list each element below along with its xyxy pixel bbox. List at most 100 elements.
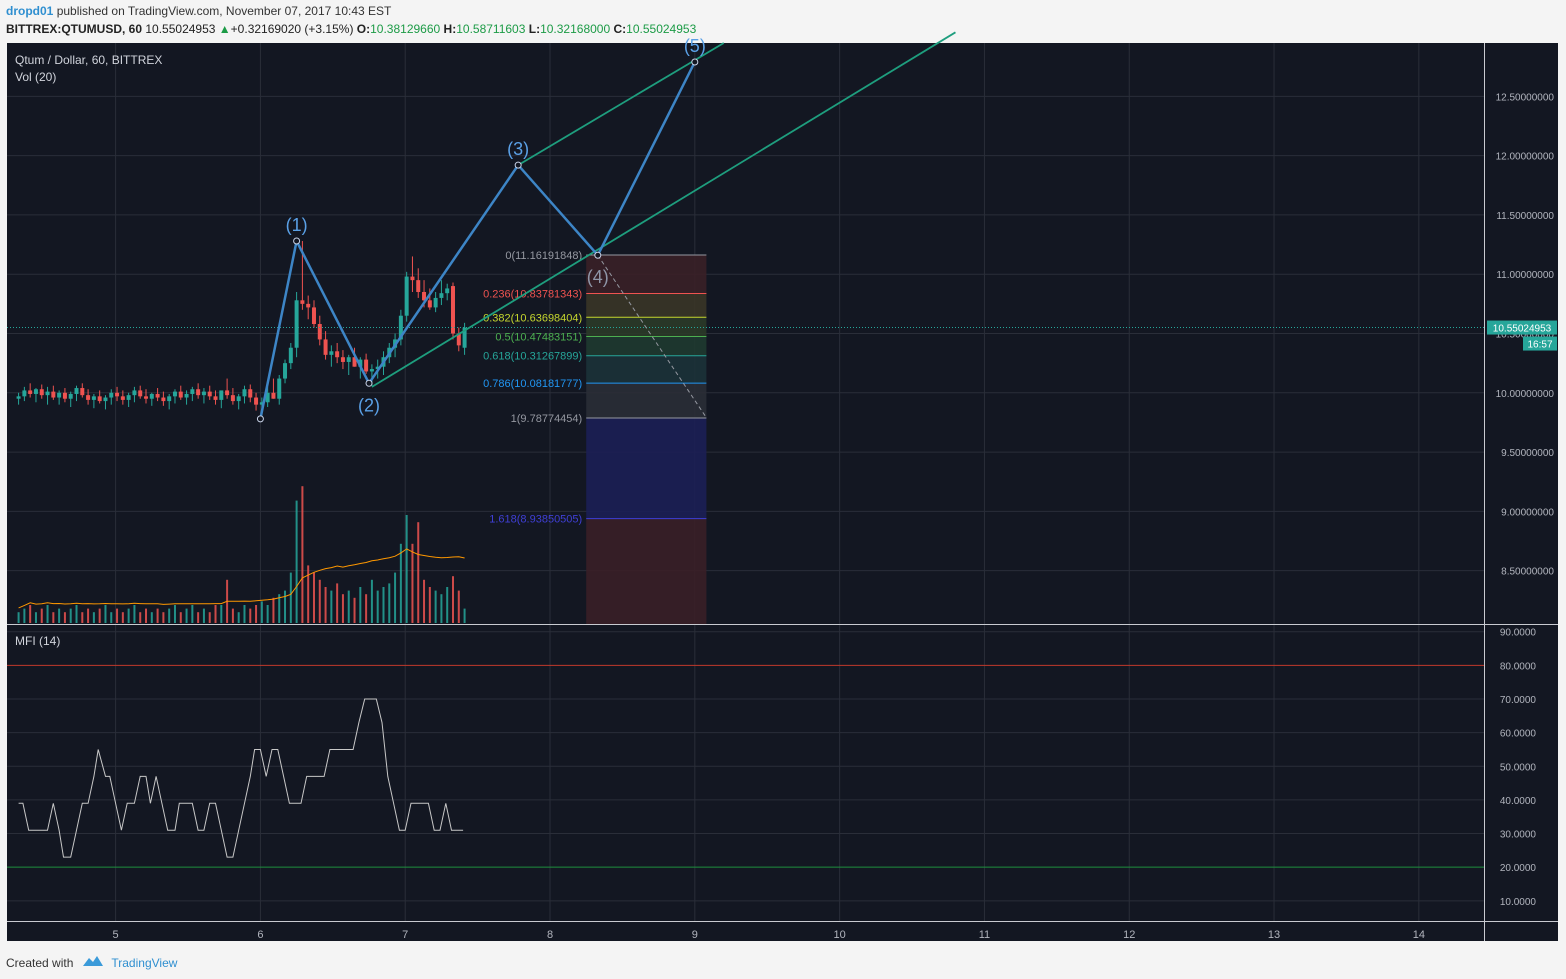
volume-bar [46,605,49,623]
volume-bar [162,612,165,623]
candle-body [28,390,33,394]
high-value: 10.58711603 [456,22,526,36]
candle-body [427,300,432,308]
candle-body [294,300,299,348]
candle-body [167,396,172,402]
publisher-link[interactable]: dropd01 [6,4,54,18]
candle-body [364,359,369,372]
candle-body [109,392,114,398]
volume-bar [365,594,368,623]
price-axis-background [1484,43,1558,941]
candle-body [39,389,44,396]
candle-body [86,395,91,400]
mfi-tick-label: 50.0000 [1500,762,1537,773]
volume-bar [394,572,397,623]
volume-bar [29,605,32,623]
candle-body [144,396,149,399]
candle-body [115,392,120,397]
volume-bar [434,590,437,623]
countdown-label: 16:57 [1527,340,1552,351]
symbol-ohlc-bar: BITTREX:QTUMUSD, 60 10.55024953 ▲+0.3216… [6,22,696,36]
candle-body [172,391,177,397]
fib-level-label: 0.618(10.31267899) [483,351,582,363]
x-tick-label: 11 [979,929,990,941]
candle-body [340,357,345,362]
volume-bar [324,587,327,623]
volume-bar [330,590,333,623]
fib-level-label: 0.5(10.47483151) [495,331,582,343]
channel-line [371,31,956,388]
low-label: L: [528,22,541,36]
candle-body [57,392,62,398]
wave-point [256,415,264,423]
candle-body [450,286,455,334]
open-value: 10.38129660 [370,22,441,36]
volume-bar [81,612,84,623]
candle-body [277,378,282,399]
volume-ma-line [18,548,465,609]
x-tick-label: 8 [547,929,553,941]
candle-body [236,396,241,402]
volume-bar [52,612,55,623]
volume-bar [451,576,454,623]
symbol-label: BITTREX:QTUMUSD, 60 [6,22,143,36]
tradingview-brand-link[interactable]: TradingView [111,955,178,970]
x-tick-label: 10 [833,929,845,941]
candle-body [335,351,340,358]
volume-bar [295,500,298,623]
mfi-tick-label: 30.0000 [1500,830,1537,841]
volume-bar [92,612,95,623]
candle-body [91,396,96,400]
candle-body [462,327,467,348]
y-tick-label: 10.00000000 [1496,389,1555,400]
fib-level-label: 0(11.16191848) [505,250,582,262]
volume-bar [417,522,420,623]
volume-bar [399,543,402,623]
candle-body [456,333,461,346]
candle-body [369,369,374,372]
volume-bar [34,612,37,623]
volume-bar [382,587,385,623]
mfi-tick-label: 90.0000 [1500,628,1537,639]
candle-body [33,389,38,394]
mfi-tick-label: 40.0000 [1500,796,1537,807]
volume-bar [173,605,176,623]
open-label: O: [356,22,371,36]
x-tick-label: 14 [1413,929,1425,941]
y-tick-label: 9.00000000 [1501,507,1554,518]
wave-label: (3) [507,139,529,159]
volume-bar [284,590,287,623]
volume-bar [278,594,281,623]
candle-body [306,303,311,308]
volume-bar [197,612,200,623]
volume-bar [179,612,182,623]
volume-bar [17,612,20,623]
candle-body [358,359,363,367]
created-with-text: Created with [6,955,74,970]
volume-bar [388,583,391,623]
candle-body [51,391,56,398]
volume-bar [58,608,61,623]
volume-bar [353,597,356,623]
candle-body [213,396,218,400]
change-value: +0.32169020 (+3.15%) [230,22,354,36]
volume-bar [428,587,431,623]
publish-info: dropd01 published on TradingView.com, No… [6,4,391,18]
wave-point [514,161,522,169]
wave-label: (4) [587,267,609,287]
x-tick-label: 9 [692,929,698,941]
close-value: 10.55024953 [626,22,697,36]
candle-body [329,351,334,355]
volume-bar [249,608,252,623]
volume-bar [301,486,304,623]
up-arrow-icon: ▲ [218,22,231,36]
volume-bar [231,608,234,623]
volume-bar [208,612,211,623]
candle-body [126,395,131,400]
candle-body [120,396,125,400]
fib-zone [586,255,707,294]
volume-bar [272,597,275,623]
wave-point [691,58,699,66]
volume-bar [185,608,188,623]
